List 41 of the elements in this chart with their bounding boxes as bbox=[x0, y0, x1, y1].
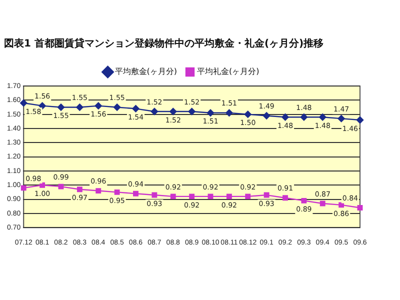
point bbox=[170, 108, 177, 116]
point bbox=[208, 194, 214, 200]
point bbox=[132, 105, 140, 112]
point bbox=[282, 195, 288, 201]
point bbox=[282, 114, 289, 121]
legend-label: 平均敷金(ヶ月分) bbox=[114, 67, 178, 76]
point bbox=[133, 190, 138, 196]
point bbox=[38, 102, 46, 110]
point bbox=[264, 192, 270, 198]
point bbox=[189, 194, 195, 200]
point bbox=[20, 99, 28, 107]
point bbox=[206, 109, 214, 117]
point bbox=[76, 186, 82, 192]
point bbox=[20, 185, 26, 191]
point bbox=[301, 198, 307, 204]
point bbox=[319, 114, 326, 121]
point bbox=[58, 184, 64, 190]
point bbox=[150, 108, 158, 116]
point bbox=[188, 108, 196, 116]
point bbox=[338, 114, 345, 122]
point bbox=[96, 188, 102, 194]
point bbox=[320, 200, 326, 206]
point bbox=[356, 116, 364, 124]
point bbox=[300, 114, 308, 121]
point bbox=[152, 192, 158, 198]
point bbox=[57, 104, 65, 111]
point bbox=[245, 194, 251, 200]
point bbox=[357, 205, 363, 210]
point bbox=[113, 104, 121, 111]
point bbox=[262, 112, 270, 120]
point bbox=[244, 110, 252, 118]
point bbox=[338, 202, 344, 208]
legend-label: 平均礼金(ヶ月分) bbox=[197, 67, 260, 76]
chart-title: 図表1 首都圏賃貸マンション登録物件中の平均敷金・礼金(ヶ月分)推移 bbox=[4, 38, 324, 50]
point bbox=[226, 109, 233, 117]
point bbox=[94, 102, 102, 110]
point bbox=[76, 104, 84, 111]
point bbox=[170, 194, 176, 200]
point bbox=[114, 189, 120, 195]
point bbox=[226, 194, 232, 200]
point bbox=[40, 182, 46, 188]
